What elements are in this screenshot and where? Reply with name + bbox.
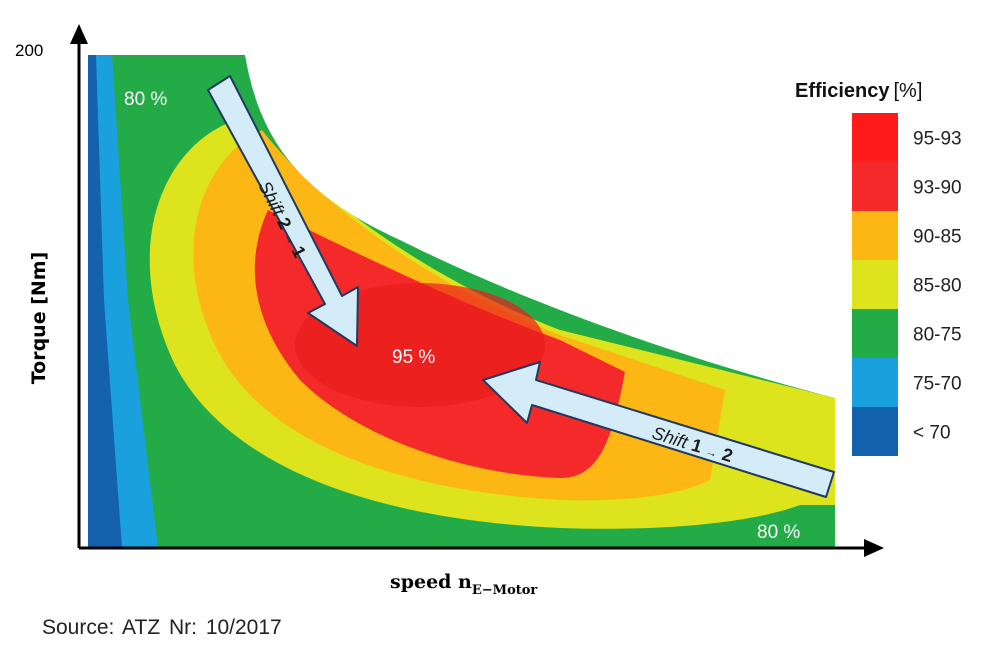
- region-label-center: 95 %: [392, 347, 435, 368]
- x-axis-label-subscript: E−Motor: [472, 583, 538, 598]
- legend-swatch: [852, 211, 898, 260]
- legend-swatch: [852, 260, 898, 309]
- source-caption: Source: ATZ Nr: 10/2017: [42, 616, 282, 639]
- legend-label: 95-93: [913, 129, 962, 150]
- legend-label: 75-70: [913, 374, 962, 395]
- legend-label: 90-85: [913, 227, 962, 248]
- x-axis-label: speed nE−Motor: [390, 571, 537, 598]
- x-axis-arrowhead: [864, 539, 884, 557]
- legend-swatch: [852, 358, 898, 407]
- x-axis-label-main: speed n: [390, 571, 472, 593]
- legend-swatch: [852, 309, 898, 358]
- legend-swatch: [852, 113, 898, 162]
- region-label-bottom-right: 80 %: [757, 522, 800, 543]
- efficiency-map: [88, 55, 835, 548]
- y-axis-label: Torque [Nm]: [28, 252, 50, 385]
- legend: Efficiency [%] 95-93 93-90 90-85 85-80 80-75 7…: [795, 80, 962, 456]
- legend-label: 93-90: [913, 178, 962, 199]
- legend-title-text: Efficiency: [795, 80, 890, 102]
- legend-title: Efficiency [%]: [795, 80, 922, 102]
- y-axis-arrowhead: [70, 24, 88, 44]
- y-tick-200: 200: [15, 41, 43, 60]
- legend-label: 80-75: [913, 325, 962, 346]
- legend-label: 85-80: [913, 276, 962, 297]
- legend-label: < 70: [913, 423, 951, 444]
- legend-title-unit: [%]: [893, 80, 922, 102]
- legend-swatch: [852, 407, 898, 456]
- shift-2-to-1-arrow-shape: [207, 75, 359, 347]
- legend-items: 95-93 93-90 90-85 85-80 80-75 75-70 < 70: [852, 113, 962, 456]
- axes: [70, 24, 884, 557]
- arrow-right-icon: →: [704, 444, 720, 461]
- region-label-top-left: 80 %: [124, 89, 167, 110]
- legend-swatch: [852, 162, 898, 211]
- shift-1-to-2-from: 1: [689, 435, 704, 457]
- shift-1-to-2-arrow-shape: [482, 361, 835, 498]
- region-lt70: [88, 55, 122, 548]
- shift-1-to-2-arrow: Shift 1 → 2: [482, 361, 835, 498]
